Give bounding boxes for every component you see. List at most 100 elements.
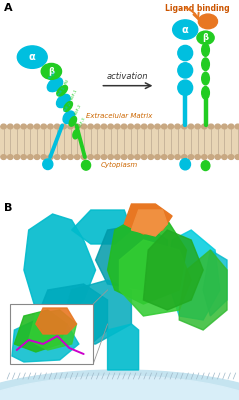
Circle shape (135, 155, 140, 160)
Circle shape (128, 155, 134, 160)
Text: β: β (202, 33, 209, 42)
Polygon shape (12, 320, 79, 362)
Circle shape (121, 155, 127, 160)
Ellipse shape (0, 370, 239, 400)
Text: calf-1: calf-1 (57, 85, 67, 96)
Circle shape (27, 155, 33, 160)
Circle shape (88, 124, 93, 129)
Ellipse shape (63, 111, 75, 124)
Circle shape (94, 155, 100, 160)
Polygon shape (96, 224, 167, 290)
Text: Ligand binding: Ligand binding (165, 4, 229, 13)
Circle shape (74, 155, 80, 160)
Circle shape (195, 124, 201, 129)
Ellipse shape (47, 78, 63, 92)
Circle shape (222, 155, 227, 160)
Circle shape (21, 124, 27, 129)
Ellipse shape (69, 116, 76, 126)
Ellipse shape (178, 63, 193, 78)
Circle shape (168, 155, 174, 160)
Circle shape (1, 124, 6, 129)
Circle shape (148, 124, 154, 129)
Ellipse shape (202, 58, 209, 70)
Circle shape (48, 124, 53, 129)
Text: α: α (182, 24, 189, 34)
Circle shape (108, 155, 114, 160)
Circle shape (94, 124, 100, 129)
Ellipse shape (81, 160, 91, 170)
Text: Cytoplasm: Cytoplasm (101, 162, 138, 168)
Circle shape (228, 155, 234, 160)
Polygon shape (143, 230, 203, 310)
Circle shape (182, 124, 187, 129)
Circle shape (175, 124, 180, 129)
Circle shape (141, 155, 147, 160)
Ellipse shape (178, 45, 193, 61)
Ellipse shape (180, 159, 190, 170)
Circle shape (81, 155, 87, 160)
Ellipse shape (202, 44, 209, 56)
Polygon shape (124, 204, 172, 234)
Circle shape (148, 155, 154, 160)
Circle shape (68, 124, 73, 129)
Circle shape (188, 124, 194, 129)
Circle shape (235, 155, 239, 160)
Circle shape (121, 124, 127, 129)
Text: EGF-1: EGF-1 (70, 88, 78, 101)
Ellipse shape (197, 31, 214, 44)
Circle shape (208, 124, 214, 129)
FancyBboxPatch shape (10, 304, 93, 364)
Text: PSI: PSI (64, 78, 70, 85)
Text: EGF-2: EGF-2 (74, 103, 83, 116)
Circle shape (115, 155, 120, 160)
Ellipse shape (178, 80, 193, 95)
Circle shape (81, 124, 87, 129)
Circle shape (108, 124, 114, 129)
Circle shape (202, 124, 207, 129)
Polygon shape (14, 310, 67, 352)
Circle shape (8, 124, 13, 129)
Ellipse shape (41, 64, 62, 79)
Circle shape (128, 124, 134, 129)
Circle shape (168, 124, 174, 129)
Circle shape (195, 155, 201, 160)
Circle shape (54, 124, 60, 129)
Circle shape (182, 155, 187, 160)
Circle shape (61, 155, 67, 160)
Circle shape (14, 124, 20, 129)
Circle shape (27, 124, 33, 129)
Text: β: β (48, 67, 54, 76)
Circle shape (188, 155, 194, 160)
Circle shape (74, 124, 80, 129)
Circle shape (61, 124, 67, 129)
Polygon shape (36, 284, 108, 350)
Circle shape (34, 155, 40, 160)
Circle shape (155, 124, 160, 129)
Bar (0, 126, 239, 157)
Circle shape (1, 155, 6, 160)
Polygon shape (179, 250, 227, 330)
Circle shape (141, 124, 147, 129)
Polygon shape (203, 250, 227, 316)
Circle shape (162, 155, 167, 160)
Polygon shape (36, 308, 76, 334)
Ellipse shape (57, 86, 67, 96)
Ellipse shape (201, 161, 210, 170)
Circle shape (135, 124, 140, 129)
Text: A: A (4, 3, 12, 13)
Circle shape (208, 155, 214, 160)
Circle shape (68, 155, 73, 160)
Circle shape (215, 155, 221, 160)
Circle shape (228, 124, 234, 129)
Text: B: B (4, 203, 12, 213)
Ellipse shape (202, 72, 209, 85)
Circle shape (202, 155, 207, 160)
Circle shape (215, 124, 221, 129)
Ellipse shape (202, 86, 209, 99)
Circle shape (88, 155, 93, 160)
Circle shape (8, 155, 13, 160)
Polygon shape (120, 240, 191, 316)
Text: Extracelular Matrix: Extracelular Matrix (86, 113, 153, 119)
Polygon shape (108, 216, 186, 304)
Polygon shape (29, 310, 76, 350)
